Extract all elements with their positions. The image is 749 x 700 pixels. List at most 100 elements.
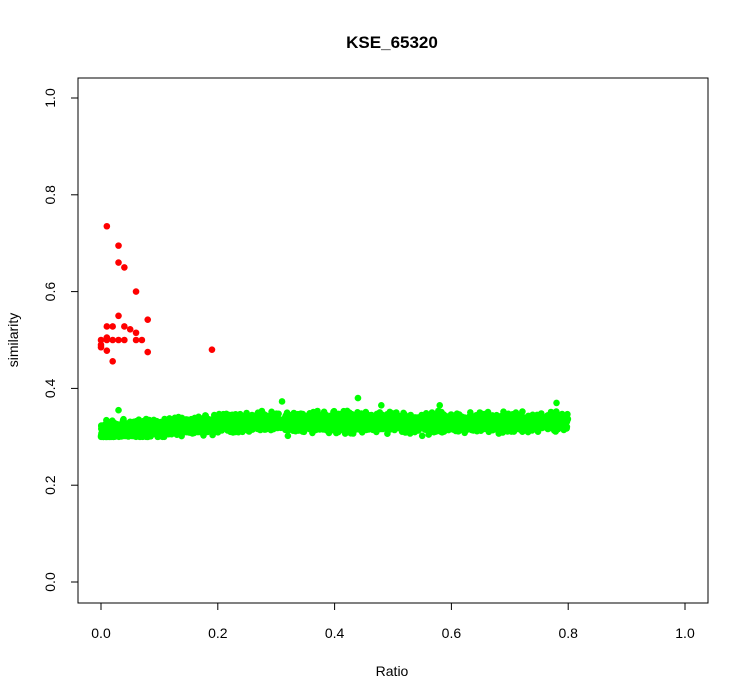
data-point [310,408,317,416]
data-point [420,421,428,429]
data-point [103,222,111,230]
y-axis-label: similarity [5,313,21,367]
data-point [387,414,394,421]
data-point [125,430,133,437]
data-point [208,346,216,353]
data-point [500,423,508,431]
y-tick-label: 0.8 [42,185,58,205]
data-point [533,411,541,419]
data-point [476,409,484,416]
data-point [121,264,128,271]
data-point [103,336,111,344]
data-point [398,420,406,427]
data-point [219,412,226,420]
data-point [485,421,493,429]
data-point [145,421,153,428]
data-point [121,323,128,330]
data-point [357,420,365,428]
data-point [384,421,392,428]
data-point [507,426,514,434]
data-point [103,323,111,330]
data-point [480,417,487,425]
data-point [249,421,257,428]
data-point [474,416,482,423]
data-point [515,423,522,431]
data-point [132,433,140,441]
data-point [513,411,521,418]
data-point [431,427,438,434]
data-point [305,424,313,432]
data-point [438,429,446,436]
data-point [166,416,174,424]
data-point [132,336,140,344]
data-point [321,419,329,426]
data-point [440,414,448,422]
data-point [126,326,134,333]
data-point [144,316,152,323]
data-point [132,329,140,337]
data-point [150,420,158,428]
data-point [339,415,346,423]
y-tick-label: 0.6 [42,282,58,302]
data-point [436,402,444,409]
data-point [435,407,442,415]
data-point [334,418,341,426]
data-point [103,416,110,424]
data-point [398,425,406,432]
data-point [144,348,152,356]
data-point [465,419,473,426]
data-point [115,242,122,249]
data-point [349,412,356,420]
x-tick-label: 1.0 [675,625,695,641]
data-point [544,412,551,419]
data-point [393,423,401,431]
data-point [144,433,152,441]
data-point [268,408,275,416]
data-point [114,424,122,431]
data-point [464,426,471,433]
data-point [210,424,218,432]
data-point [198,419,205,427]
data-point [294,424,302,432]
data-point [375,418,382,425]
data-point [490,421,498,429]
plot-box [77,77,709,604]
data-point [398,413,406,421]
data-point [260,411,268,418]
data-point [134,421,141,429]
data-point [133,427,140,434]
data-point [239,424,247,432]
data-point [97,336,105,344]
data-point [267,414,275,422]
data-point [497,418,504,426]
data-point [354,394,362,402]
y-axis: 0.0 0.2 0.4 0.6 0.8 1.0 [42,88,79,592]
data-point [97,433,105,441]
data-point [132,288,140,295]
data-point [278,398,286,405]
data-point [524,417,532,424]
data-point [456,418,464,425]
data-point [109,357,116,365]
data-point [534,428,542,436]
data-point [541,421,548,429]
data-point [109,336,116,344]
data-point [527,422,535,430]
x-axis-label: Ratio [376,663,409,679]
data-point [505,410,512,418]
data-point [175,417,182,424]
data-point [297,411,304,418]
data-point [315,411,322,418]
x-tick-label: 0.4 [325,625,345,641]
data-point [121,336,128,344]
data-point [349,418,357,425]
y-tick-label: 0.4 [42,378,58,398]
data-point [553,399,560,407]
data-point [118,433,125,440]
x-tick-label: 0.6 [442,625,462,641]
data-point [455,427,462,435]
data-point [550,423,558,430]
data-point [325,429,333,437]
data-point [115,259,122,266]
data-point [122,420,130,427]
